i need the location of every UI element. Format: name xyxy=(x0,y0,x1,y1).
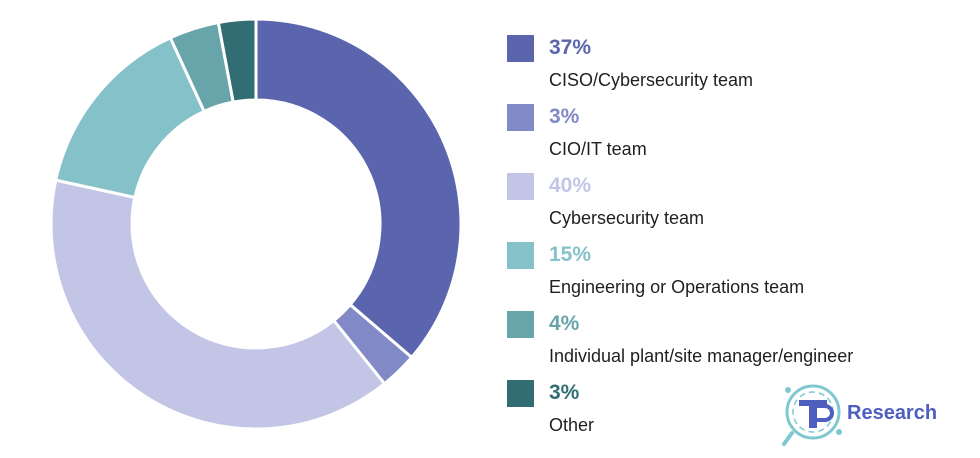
legend-item-cybersecurity: 40% Cybersecurity team xyxy=(507,170,927,239)
legend-label: CIO/IT team xyxy=(549,139,647,159)
tp-research-logo: Research xyxy=(782,378,952,450)
legend-label: CISO/Cybersecurity team xyxy=(549,70,754,90)
legend-item-cio: 3% CIO/IT team xyxy=(507,101,927,170)
legend-percent: 3% xyxy=(549,105,580,128)
tp-research-logo-icon xyxy=(782,384,842,446)
legend-percent: 40% xyxy=(549,174,592,197)
logo-text: Research xyxy=(847,402,938,424)
legend-label: Individual plant/site manager/engineer xyxy=(549,346,854,366)
legend-item-other: 3% Other xyxy=(507,377,927,446)
legend-label: Other xyxy=(549,415,595,435)
legend-swatch xyxy=(507,311,534,338)
legend-percent: 15% xyxy=(549,243,592,266)
legend-swatch xyxy=(507,173,534,200)
legend-item-engineering: 15% Engineering or Operations team xyxy=(507,239,927,308)
legend-swatch xyxy=(507,242,534,269)
legend-label: Cybersecurity team xyxy=(549,208,705,228)
donut-chart xyxy=(49,17,463,431)
donut-slice-6 xyxy=(216,17,258,104)
legend-percent: 3% xyxy=(549,381,580,404)
donut-slice-1 xyxy=(254,17,463,360)
legend-percent: 4% xyxy=(549,312,580,335)
chart-legend: 37% CISO/Cybersecurity team 3% CIO/IT te… xyxy=(507,32,927,446)
legend-swatch xyxy=(507,380,534,407)
legend-item-ciso: 37% CISO/Cybersecurity team xyxy=(507,32,927,101)
legend-item-plant-manager: 4% Individual plant/site manager/enginee… xyxy=(507,308,927,377)
legend-swatch xyxy=(507,104,534,131)
legend-swatch xyxy=(507,35,534,62)
legend-label: Engineering or Operations team xyxy=(549,277,805,297)
donut-slice-3 xyxy=(49,178,387,431)
legend-percent: 37% xyxy=(549,36,592,59)
